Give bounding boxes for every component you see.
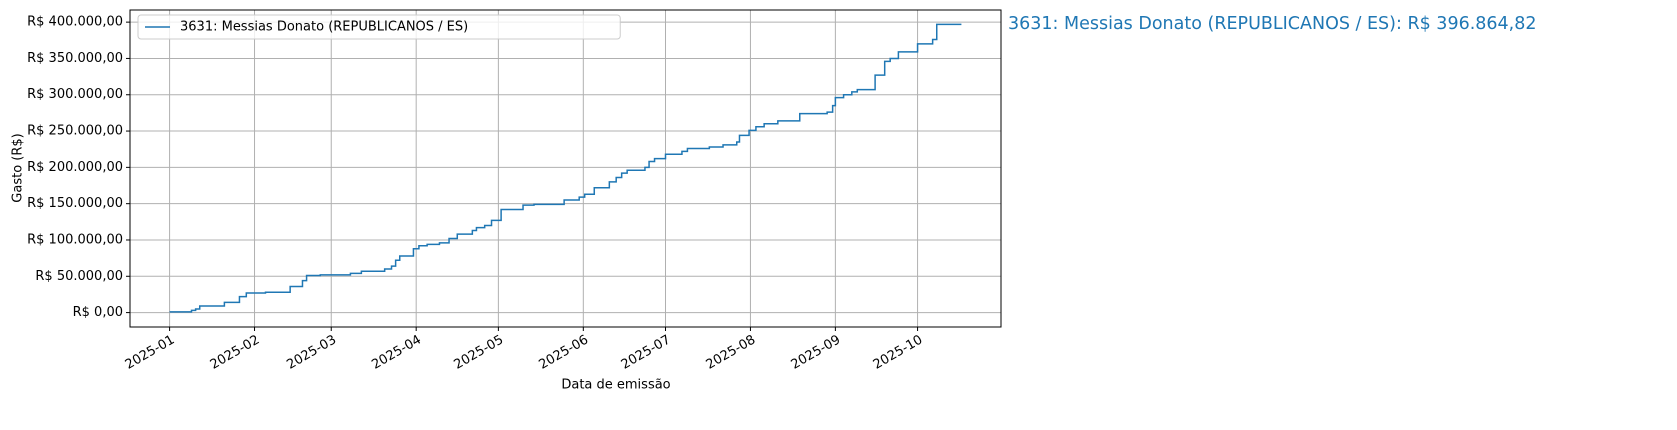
y-axis-label: Gasto (R$): [11, 133, 26, 202]
y-tick-label: R$ 0,00: [73, 305, 123, 320]
x-tick-label: 2025-05: [452, 333, 507, 373]
y-tick-label: R$ 150.000,00: [27, 196, 123, 211]
x-tick-label: 2025-09: [789, 333, 844, 373]
plot-frame: [129, 9, 1002, 328]
legend-box: [137, 14, 621, 40]
legend-label: 3631: Messias Donato (REPUBLICANOS / ES): [180, 20, 468, 35]
x-tick-label: 2025-10: [871, 333, 926, 373]
x-tick-label: 2025-06: [537, 333, 592, 373]
annotation: 3631: Messias Donato (REPUBLICANOS / ES)…: [1008, 14, 1537, 34]
y-tick-label: R$ 50.000,00: [35, 269, 123, 284]
y-tick-label: R$ 250.000,00: [27, 124, 123, 139]
legend: 3631: Messias Donato (REPUBLICANOS / ES): [137, 14, 621, 40]
y-tick-label: R$ 200.000,00: [27, 160, 123, 175]
x-tick-label: 2025-04: [369, 333, 424, 373]
x-tick-label: 2025-03: [284, 333, 339, 373]
y-tick-label: R$ 400.000,00: [27, 15, 123, 30]
data-line: [169, 23, 962, 313]
x-tick-label: 2025-08: [704, 333, 759, 373]
x-tick-label: 2025-02: [208, 333, 263, 373]
y-tick-label: R$ 350.000,00: [27, 51, 123, 66]
x-axis-label: Data de emissão: [561, 378, 670, 393]
y-tick-label: R$ 100.000,00: [27, 232, 123, 247]
x-tick-label: 2025-07: [619, 333, 674, 373]
x-tick-label: 2025-01: [123, 333, 178, 373]
y-tick-label: R$ 300.000,00: [27, 87, 123, 102]
